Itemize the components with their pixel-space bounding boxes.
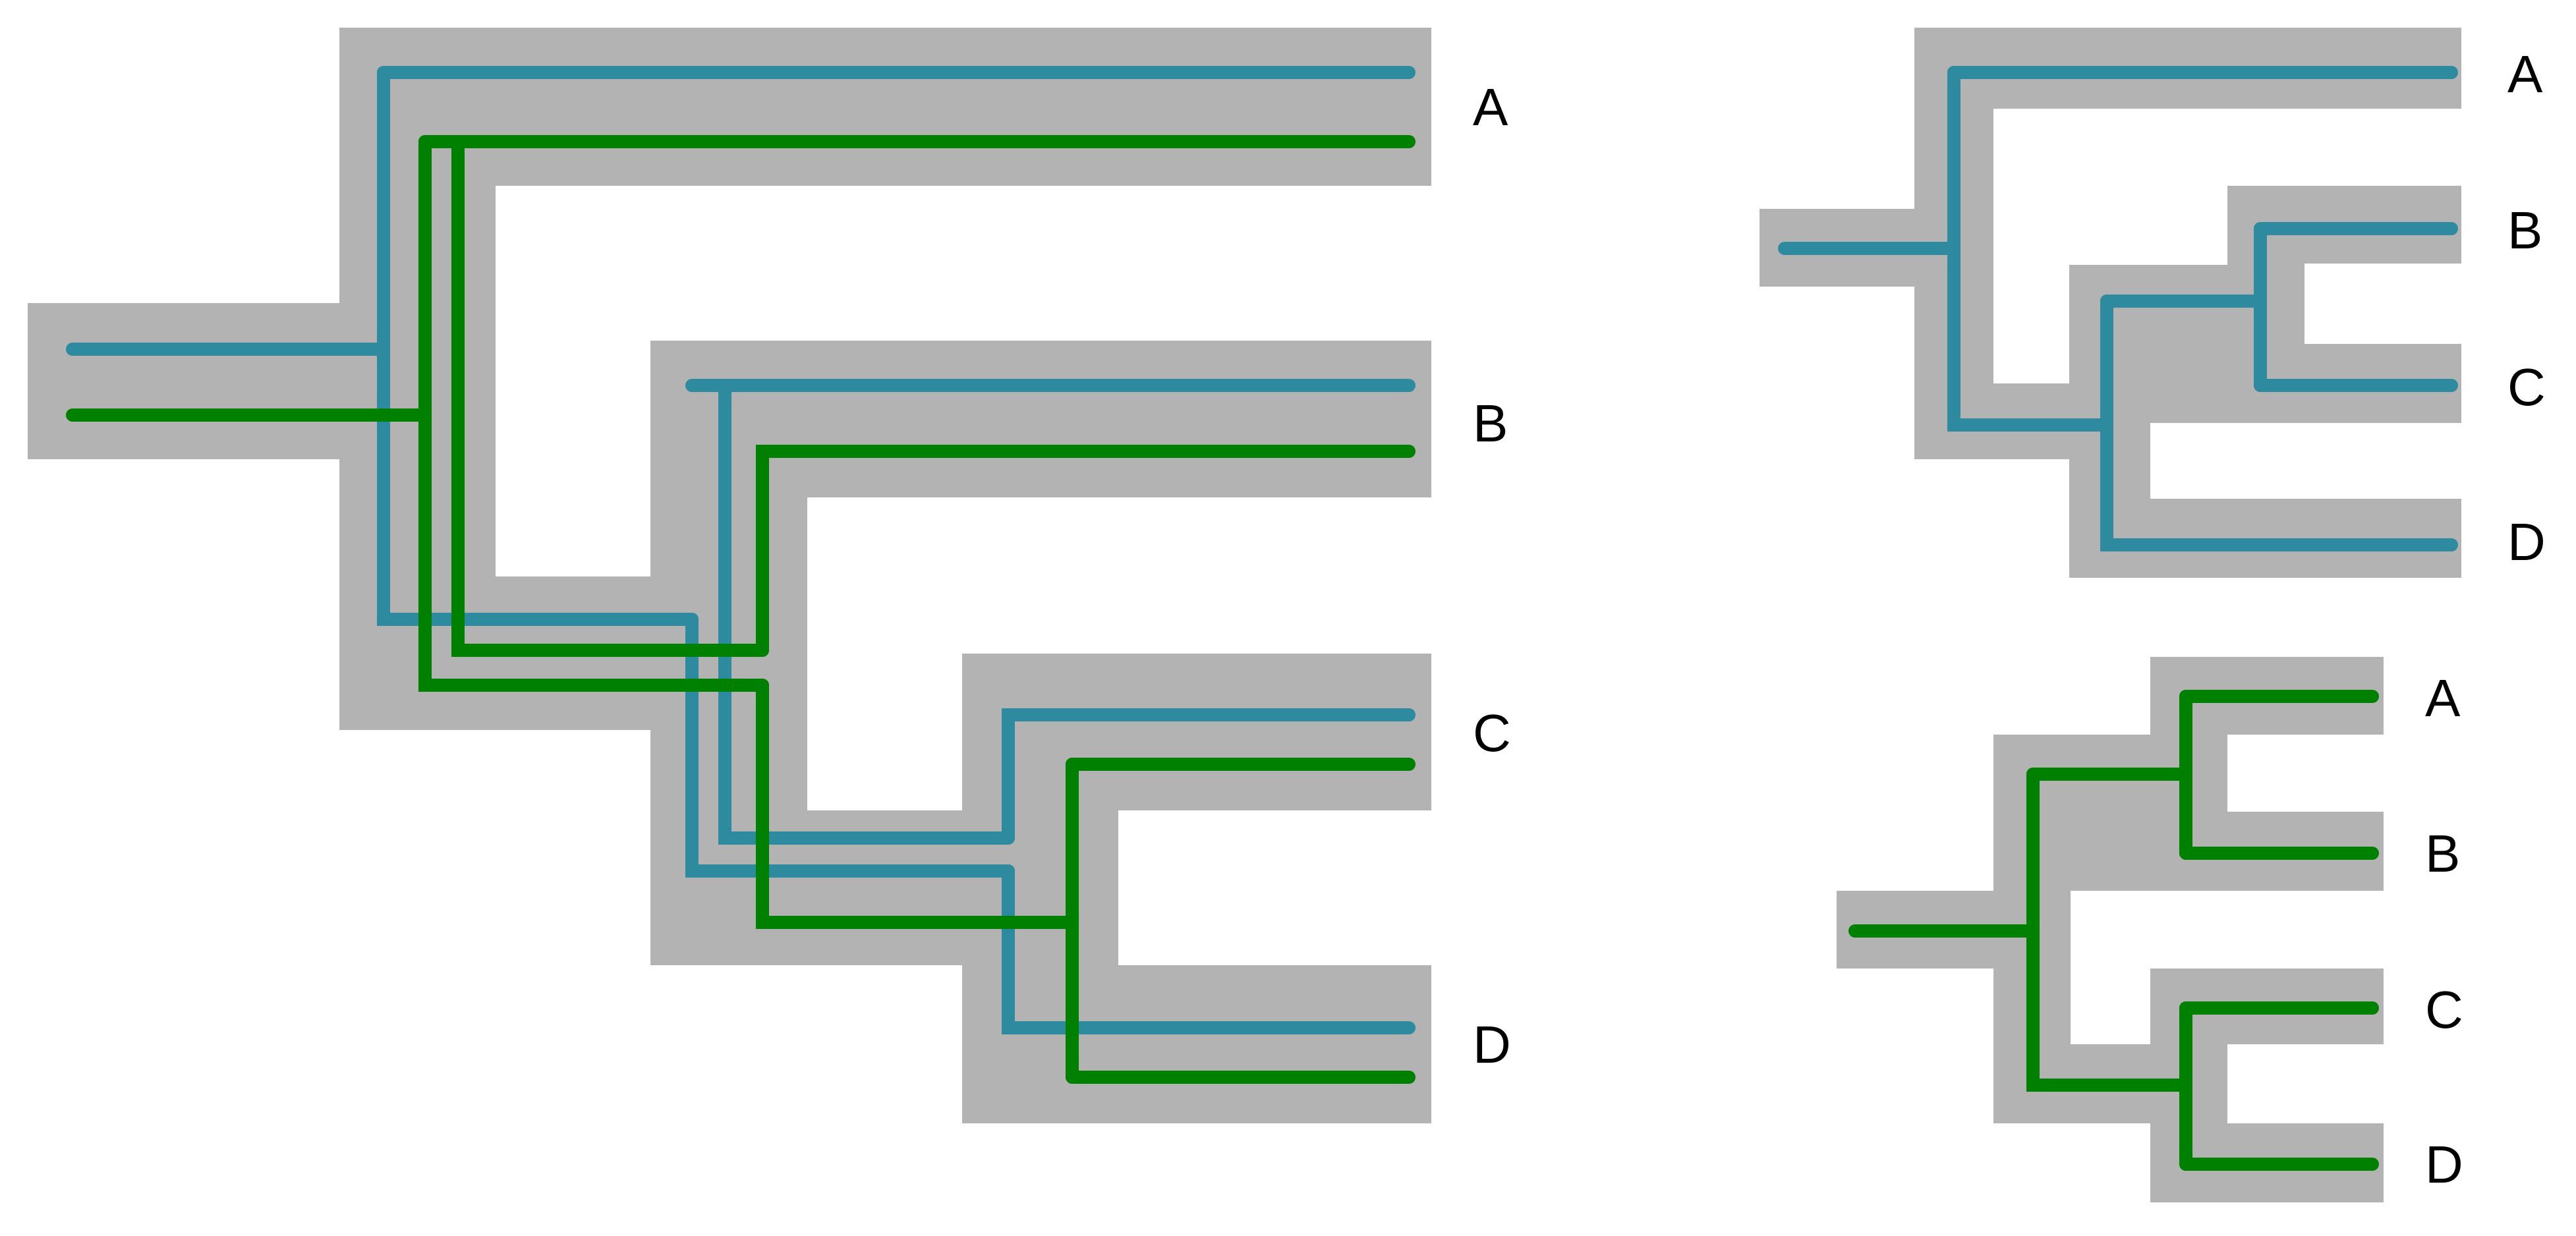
- leaf-label-a: A: [2425, 669, 2461, 727]
- leaf-label-b: B: [2425, 824, 2460, 883]
- leaf-label-d: D: [1473, 1015, 1511, 1074]
- leaf-label-a: A: [1473, 78, 1508, 136]
- gene-tree-green-left: [66, 135, 1416, 1084]
- right-top-panel: A B C D: [1760, 28, 2546, 578]
- leaf-label-c: C: [2507, 358, 2546, 416]
- leaf-label-b: B: [1473, 394, 1508, 453]
- leaf-label-a: A: [2507, 45, 2543, 103]
- leaf-label-d: D: [2507, 513, 2546, 571]
- gene-tree-blue-left: [66, 66, 1416, 1034]
- left-panel: A B C D: [28, 28, 1511, 1123]
- gene-tree-green-right: [1848, 690, 2379, 1171]
- right-bottom-panel: A B C D: [1837, 657, 2463, 1202]
- gene-tree-blue-right: [1778, 66, 2458, 551]
- leaf-label-c: C: [1473, 704, 1511, 762]
- leaf-label-b: B: [2507, 201, 2542, 260]
- leaf-label-d: D: [2425, 1135, 2463, 1194]
- leaf-label-c: C: [2425, 980, 2463, 1039]
